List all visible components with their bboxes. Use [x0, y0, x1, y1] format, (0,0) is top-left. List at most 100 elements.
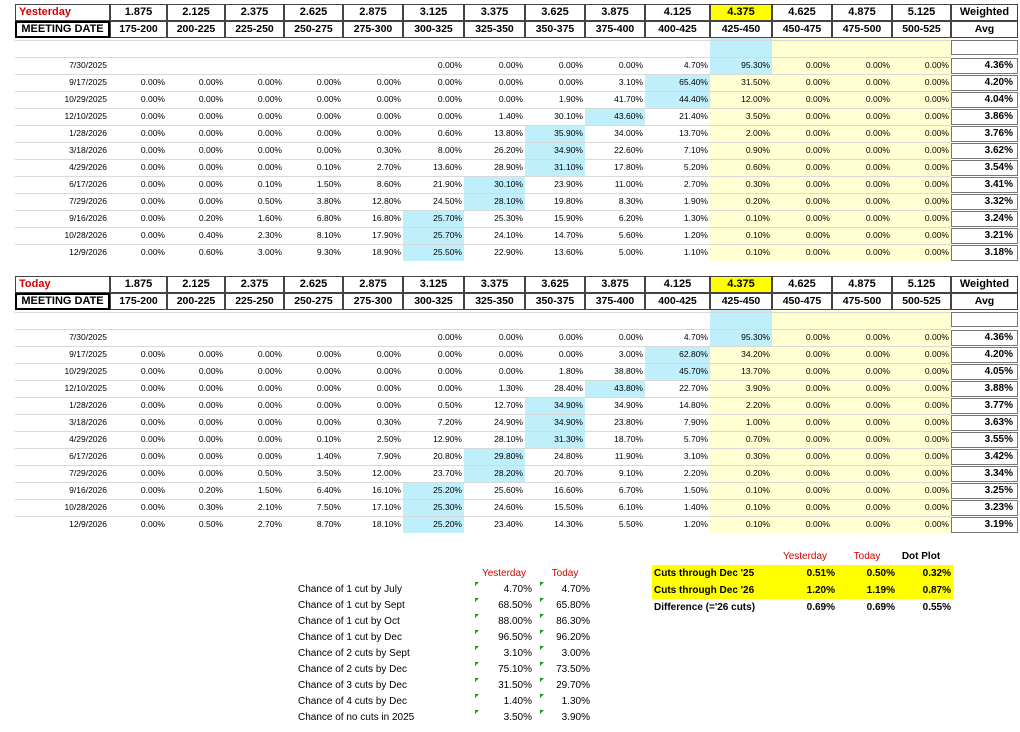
yesterday-prob-cell: 0.00%: [498, 94, 523, 105]
today-prob-cell: 0.00%: [924, 434, 949, 445]
yesterday-prob-cell: 0.00%: [140, 162, 165, 173]
today-prob-cell: 0.00%: [924, 383, 949, 394]
today-prob-cell: 0.00%: [140, 417, 165, 428]
today-prob-cell: 0.00%: [316, 349, 341, 360]
yesterday-prob-cell: 0.00%: [140, 128, 165, 139]
today-prob-cell: 2.20%: [683, 468, 708, 479]
yesterday-rate-header: 2.375: [225, 4, 284, 21]
yesterday-prob-cell: 0.00%: [376, 111, 401, 122]
today-prob-cell: 0.00%: [865, 400, 890, 411]
today-prob-cell: 0.00%: [140, 451, 165, 462]
yesterday-prob-cell: 0.00%: [865, 213, 890, 224]
yesterday-prob-cell: 1.90%: [558, 94, 583, 105]
yesterday-prob-cell: 8.30%: [618, 196, 643, 207]
today-prob-cell: 7.20%: [437, 417, 462, 428]
chance-today: 29.70%: [540, 678, 592, 694]
today-prob-cell: 23.70%: [433, 468, 462, 479]
today-prob-cell: 34.20%: [741, 349, 770, 360]
today-prob-cell: [284, 329, 343, 346]
today-prob-cell: 0.20%: [745, 468, 770, 479]
yesterday-prob-cell: [167, 57, 225, 74]
yesterday-rate-header: 4.375: [710, 4, 772, 21]
yesterday-rate-header: 3.625: [525, 4, 585, 21]
yesterday-prob-cell: 34.90%: [525, 142, 585, 159]
today-prob-cell: 1.50%: [257, 485, 282, 496]
today-meeting-date: 6/17/2026: [69, 451, 107, 462]
today-range-header: 500-525: [892, 293, 951, 310]
yesterday-prob-cell: 0.00%: [198, 179, 223, 190]
yesterday-rate-header: 3.375: [464, 4, 525, 21]
today-prob-cell: 45.70%: [645, 363, 710, 380]
today-prob-cell: 0.00%: [140, 400, 165, 411]
yesterday-prob-cell: 0.00%: [140, 179, 165, 190]
today-prob-cell: 0.00%: [257, 417, 282, 428]
yesterday-prob-cell: 1.40%: [498, 111, 523, 122]
today-rate-header: 3.125: [403, 276, 464, 293]
today-prob-cell: 23.40%: [494, 519, 523, 530]
yesterday-prob-cell: 0.00%: [805, 179, 830, 190]
today-prob-cell: 0.00%: [316, 383, 341, 394]
yesterday-prob-cell: 0.00%: [805, 162, 830, 173]
today-prob-cell: 24.80%: [554, 451, 583, 462]
today-prob-cell: 9.10%: [618, 468, 643, 479]
yesterday-weighted-avg: 3.54%: [951, 160, 1018, 176]
yesterday-prob-cell: 17.80%: [614, 162, 643, 173]
yesterday-prob-cell: 13.70%: [679, 128, 708, 139]
yesterday-prob-cell: 0.00%: [257, 94, 282, 105]
yesterday-meeting-date: 6/17/2026: [69, 179, 107, 190]
today-rate-header: 4.625: [772, 276, 832, 293]
today-prob-cell: 0.00%: [924, 502, 949, 513]
yesterday-range-header: 275-300: [343, 21, 403, 38]
today-prob-cell: 0.00%: [924, 366, 949, 377]
today-prob-cell: 5.50%: [618, 519, 643, 530]
yesterday-prob-cell: 24.50%: [433, 196, 462, 207]
today-prob-cell: 0.50%: [257, 468, 282, 479]
today-weighted-avg: 3.55%: [951, 432, 1018, 448]
today-prob-cell: 12.90%: [433, 434, 462, 445]
today-rate-header: 2.125: [167, 276, 225, 293]
yesterday-prob-cell: 13.60%: [554, 247, 583, 258]
chance-label: Chance of 4 cuts by Dec: [298, 696, 407, 707]
today-prob-cell: 28.10%: [494, 434, 523, 445]
today-prob-cell: 2.10%: [257, 502, 282, 513]
yesterday-meeting-date: 4/29/2026: [69, 162, 107, 173]
yesterday-prob-cell: 0.00%: [924, 247, 949, 258]
today-rate-header: 3.625: [525, 276, 585, 293]
today-range-header: 350-375: [525, 293, 585, 310]
today-prob-cell: 1.20%: [683, 519, 708, 530]
yesterday-prob-cell: 0.00%: [257, 145, 282, 156]
yesterday-prob-cell: 0.00%: [437, 94, 462, 105]
today-prob-cell: 0.00%: [376, 383, 401, 394]
yesterday-prob-cell: 5.00%: [618, 247, 643, 258]
today-prob-cell: 0.00%: [924, 400, 949, 411]
yesterday-prob-cell: 0.00%: [257, 162, 282, 173]
chance-yesterday: 4.70%: [475, 582, 535, 598]
yesterday-prob-cell: 5.20%: [683, 162, 708, 173]
yesterday-prob-cell: 0.30%: [745, 179, 770, 190]
today-prob-cell: 0.20%: [198, 485, 223, 496]
yesterday-prob-cell: 5.60%: [618, 230, 643, 241]
yesterday-prob-cell: 26.20%: [494, 145, 523, 156]
today-prob-cell: 16.60%: [554, 485, 583, 496]
yesterday-prob-cell: 0.60%: [198, 247, 223, 258]
today-spacer-blue: [710, 310, 772, 329]
chance-today: 86.30%: [540, 614, 592, 630]
today-prob-cell: 0.00%: [316, 400, 341, 411]
today-rate-header: 4.375: [710, 276, 772, 293]
today-prob-cell: 0.00%: [376, 349, 401, 360]
yesterday-prob-cell: 0.10%: [745, 247, 770, 258]
today-prob-cell: 0.00%: [805, 502, 830, 513]
today-prob-cell: 12.70%: [494, 400, 523, 411]
today-prob-cell: 0.00%: [257, 400, 282, 411]
yesterday-prob-cell: 0.00%: [140, 230, 165, 241]
yesterday-prob-cell: 0.00%: [198, 145, 223, 156]
today-weighted-avg: 3.19%: [951, 517, 1018, 533]
yesterday-meeting-date-header: MEETING DATE: [15, 21, 110, 38]
yesterday-weighted-avg: 4.04%: [951, 92, 1018, 108]
yesterday-prob-cell: 1.30%: [683, 213, 708, 224]
today-meeting-date: 7/29/2026: [69, 468, 107, 479]
today-prob-cell: 1.80%: [558, 366, 583, 377]
today-prob-cell: 0.00%: [316, 417, 341, 428]
cuts-dotplot-value: 0.32%: [897, 565, 953, 582]
today-weighted-avg: 4.05%: [951, 364, 1018, 380]
